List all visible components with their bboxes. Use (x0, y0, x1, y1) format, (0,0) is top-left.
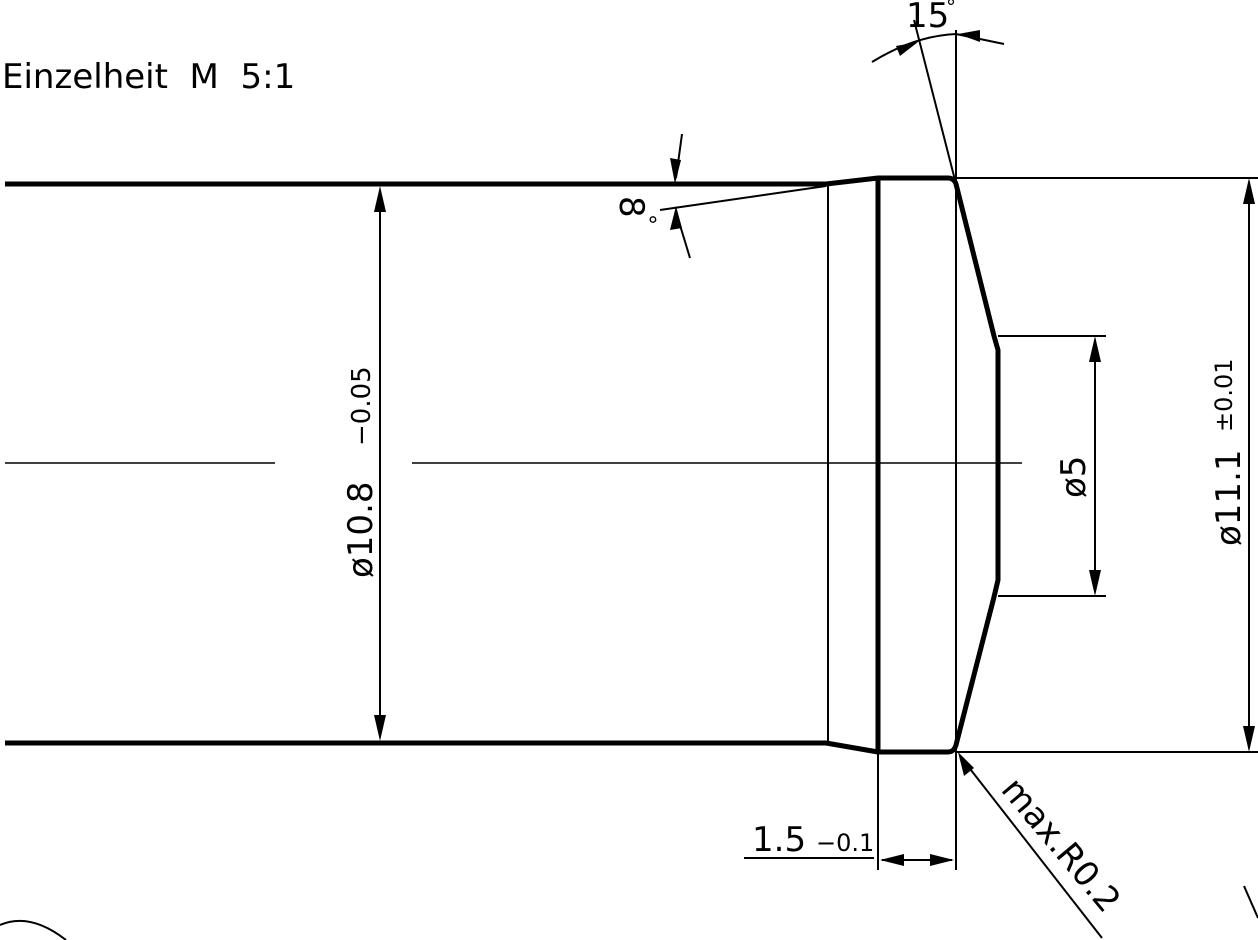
dim-inner-label: ø5 (1054, 456, 1094, 498)
dim-diameter-left: ø10.8 −0.05 (341, 186, 386, 741)
dim-diameter-right: ø11.1 ±0.01 (1209, 178, 1255, 752)
dim-angle-small: 8 ° (611, 133, 827, 259)
dim-diameter-inner: ø5 (1054, 336, 1101, 596)
angle-small-label: 8 (611, 196, 651, 218)
dim-radius: max.R0.2 (958, 752, 1128, 939)
dim-left-label: ø10.8 (341, 481, 381, 578)
angle-small-mark: ° (634, 214, 659, 225)
dim-length-tol: −0.1 (816, 829, 874, 857)
dim-length-label: 1.5 (752, 820, 806, 860)
dim-right-tol: ±0.01 (1210, 358, 1238, 432)
extension-lines (877, 19, 1258, 870)
angle-top-mark: ° (946, 0, 956, 19)
part-outline (5, 175, 1001, 755)
drawing-title: Einzelheit M 5:1 (2, 57, 295, 97)
angle-top-label: 15 (906, 0, 949, 36)
dim-left-tol: −0.05 (347, 366, 377, 446)
dim-right-label: ø11.1 (1209, 449, 1249, 546)
dim-angle-top: 15 ° (871, 0, 1005, 63)
edge-fragments (0, 885, 1258, 940)
radius-label: max.R0.2 (993, 770, 1128, 920)
dim-length: 1.5 −0.1 (744, 820, 954, 866)
shaft-top-edge (5, 175, 1001, 755)
